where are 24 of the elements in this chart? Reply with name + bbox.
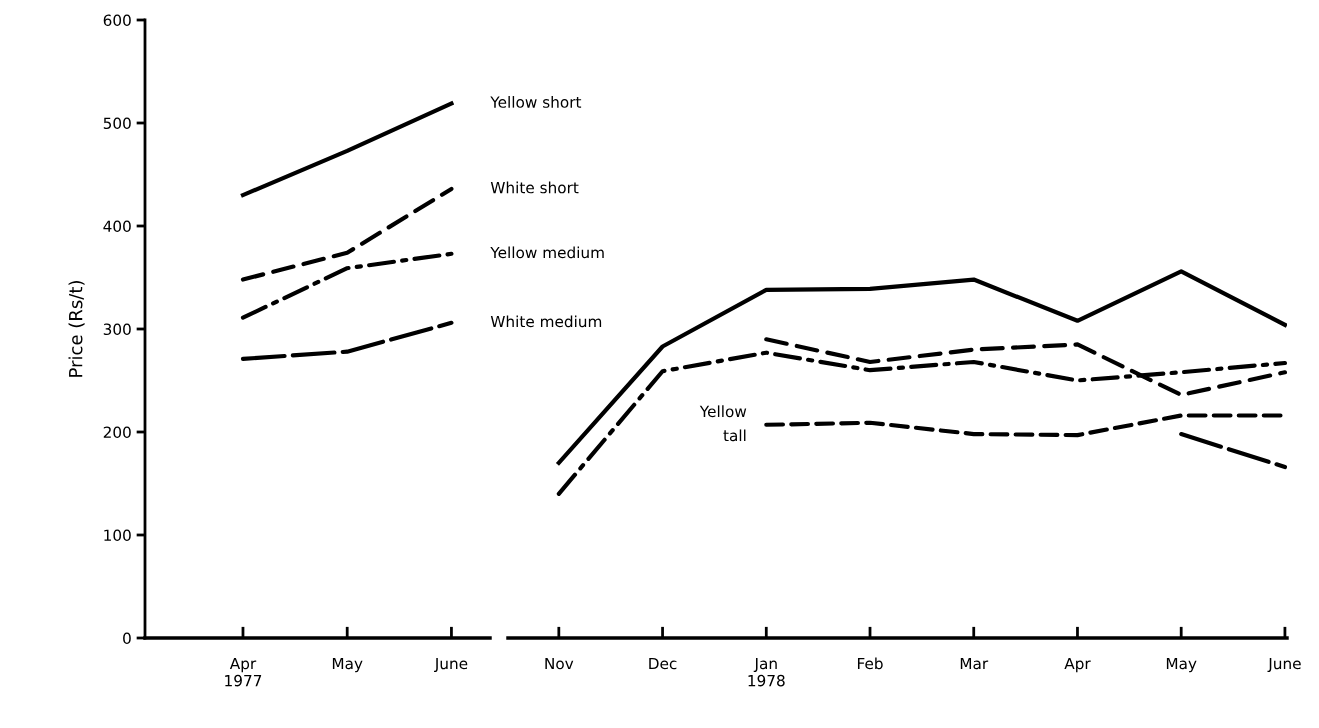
- y-tick-label: 500: [103, 117, 131, 130]
- y-tick-label: 400: [103, 220, 131, 233]
- y-axis-title: Price (Rs/t): [68, 281, 85, 377]
- x-tick-label: Apr: [1064, 657, 1091, 673]
- annotation: White short: [490, 181, 579, 194]
- y-tick-label: 0: [123, 632, 131, 645]
- y-tick-label: 200: [103, 426, 131, 439]
- annotation: White medium: [490, 315, 602, 328]
- y-tick-label: 600: [103, 14, 131, 27]
- x-tick-label: Feb: [857, 657, 883, 670]
- y-tick-label: 300: [103, 323, 131, 336]
- x-tick-label: Dec: [649, 657, 677, 670]
- y-tick-label: 100: [104, 529, 131, 542]
- x-tick-label: Jan 1978: [748, 657, 785, 687]
- annotation: Yellow short: [490, 96, 582, 108]
- annotation: Yellow tall: [699, 405, 747, 442]
- x-tick-label: June: [434, 657, 468, 673]
- x-tick-label: Mar: [960, 657, 989, 670]
- x-tick-label: Nov: [545, 657, 574, 670]
- x-tick-label: Apr 1977: [225, 657, 262, 687]
- x-tick-label: May: [332, 657, 363, 673]
- x-tick-label: May: [1166, 657, 1197, 673]
- x-tick-label: June: [1267, 657, 1301, 673]
- annotation: Yellow medium: [490, 246, 604, 259]
